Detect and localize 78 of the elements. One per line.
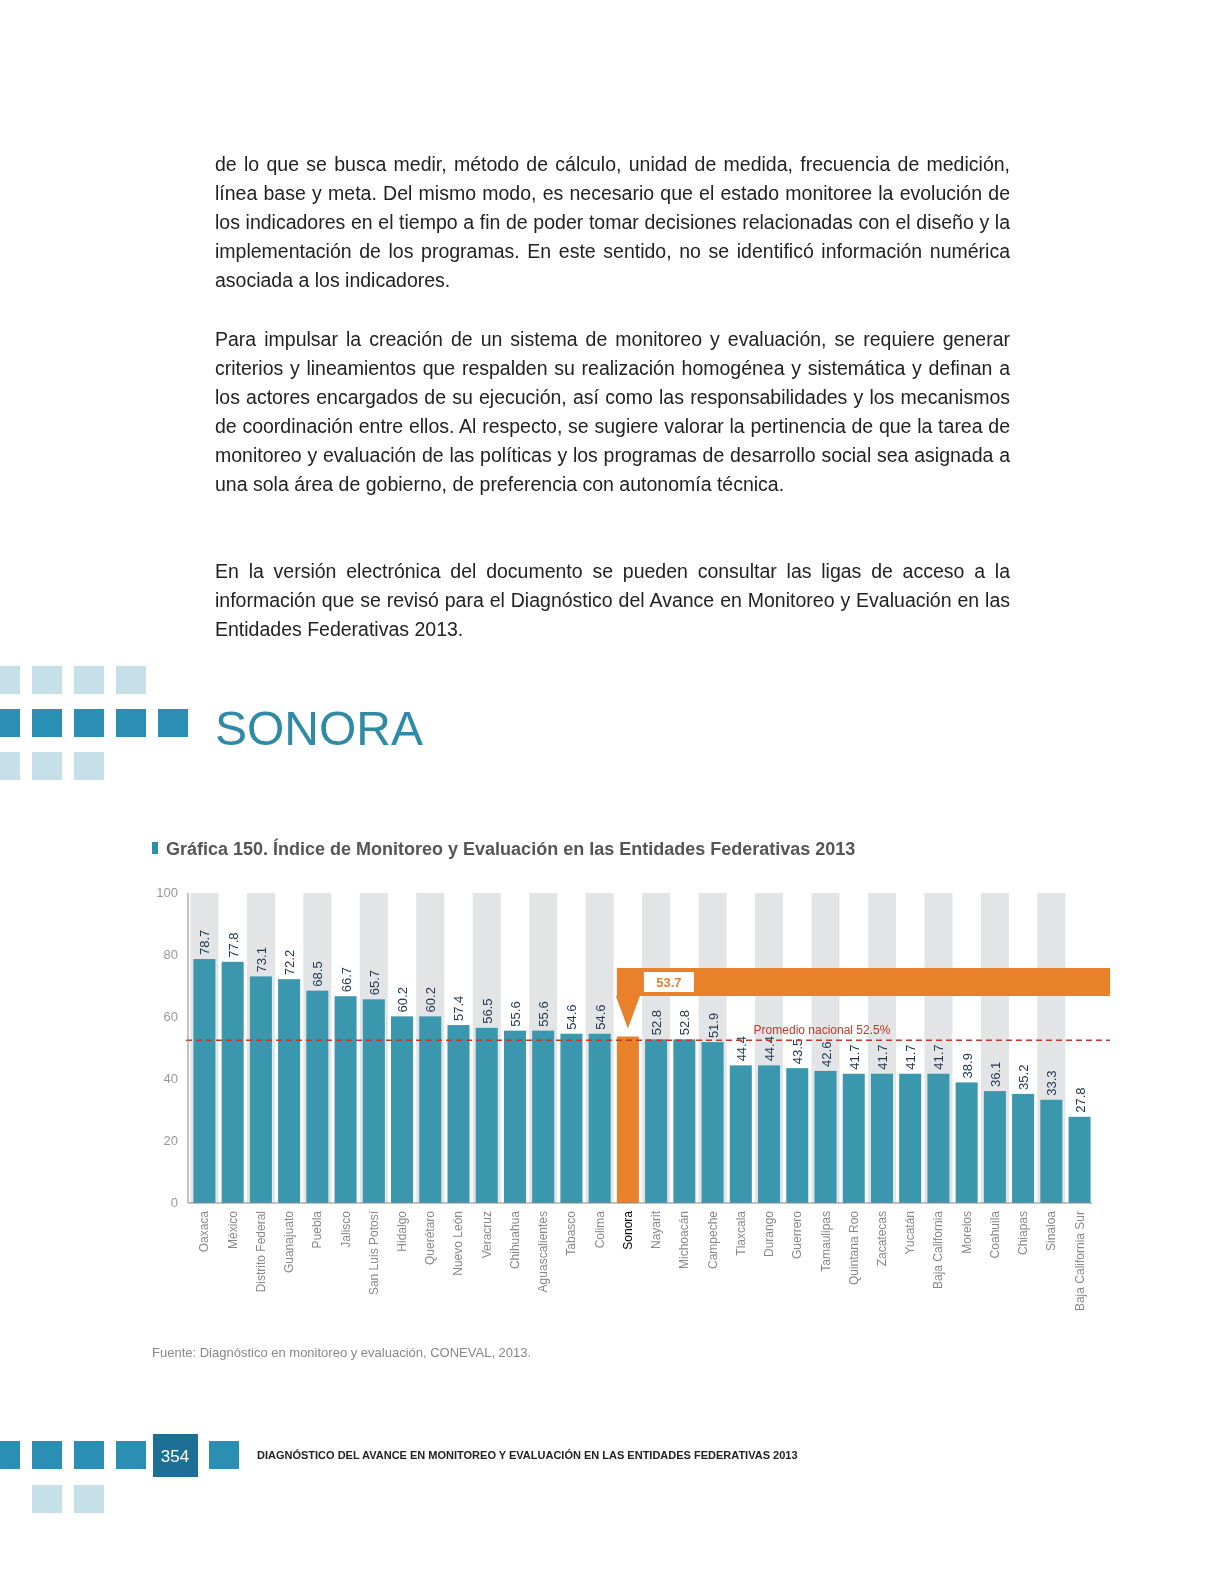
x-tick-label: Puebla <box>310 1210 325 1249</box>
x-tick-label: México <box>225 1210 240 1250</box>
data-label: 55.6 <box>507 1001 523 1027</box>
y-tick-label: 100 <box>156 885 178 900</box>
x-tick-label: Colima <box>592 1210 607 1249</box>
data-label: 33.3 <box>1044 1070 1060 1096</box>
data-label: 41.7 <box>846 1044 862 1070</box>
x-tick-label: Coahuila <box>987 1210 1002 1259</box>
data-label: 78.7 <box>197 929 213 956</box>
x-tick-label: Campeche <box>705 1210 720 1270</box>
y-tick-label: 80 <box>163 947 178 962</box>
x-tick-label: Michoacán <box>677 1211 692 1270</box>
x-tick-label: Distrito Federal <box>253 1211 268 1293</box>
x-tick-label: Jalisco <box>338 1210 353 1248</box>
data-label: 54.6 <box>592 1004 608 1030</box>
data-label: 56.5 <box>479 998 495 1024</box>
chart-subtitle: SONORA <box>215 702 424 755</box>
x-tick-label: Guanajuato <box>282 1210 297 1274</box>
data-label: 41.7 <box>903 1044 919 1070</box>
data-label: 66.7 <box>338 966 354 993</box>
x-tick-label: Baja California <box>931 1210 946 1290</box>
x-tick-label: San Luis Potosí <box>366 1210 381 1296</box>
data-label: 60.2 <box>395 987 411 1013</box>
source-note: Fuente: Diagnóstico en monitoreo y evaluación, CONEVAL, 2013. <box>152 1345 532 1360</box>
x-tick-label: Veracruz <box>479 1211 494 1259</box>
data-label: 36.1 <box>987 1061 1003 1088</box>
x-tick-label: Quintana Roo <box>846 1210 861 1286</box>
y-tick-label: 20 <box>163 1133 178 1148</box>
text: Para impulsar la creación de un sistema de monitoreo y evaluación, se requiere generar criterios y lineamientos que respalden su realización homogénea y sistemática y definan a los actores encargados de su ejecución, así como las responsabilidades y los mecanismos de coordinación entre ellos. Al respecto, se sugiere valorar la pertinencia de que la tarea de monitoreo y evaluación de las políticas y los programas de desarrollo social sea asignada a una sola área de gobierno, de preferencia con autonomía técnica. <box>215 327 1010 497</box>
data-label: 41.7 <box>931 1044 947 1070</box>
x-tick-label: Chihuahua <box>507 1210 522 1270</box>
x-tick-label: Sonora <box>620 1210 635 1250</box>
x-tick-label: Tabasco <box>564 1210 579 1256</box>
x-tick-label: Hidalgo <box>395 1210 410 1252</box>
annotation: 53.7 <box>656 975 682 990</box>
data-label: 60.2 <box>423 987 439 1013</box>
x-tick-label: Tlaxcala <box>733 1210 748 1256</box>
data-label: 57.4 <box>451 995 467 1022</box>
data-label: 55.6 <box>536 1001 552 1027</box>
x-tick-label: Zacatecas <box>874 1211 889 1267</box>
x-tick-label: Tamaulipas <box>818 1211 833 1272</box>
text: DIAGNÓSTICO DEL AVANCE EN MONITOREO Y EVALUACIÓN EN LAS ENTIDADES FEDERATIVAS 2013 <box>257 1449 798 1461</box>
data-label: 77.8 <box>225 932 241 958</box>
text: de lo que se busca medir, método de cálculo, unidad de medida, frecuencia de medición, línea base y meta. Del mismo modo, es necesario que el estado monitoree la evolución de los indicadores en el tiempo a fin de poder tomar decisiones relacionadas con el diseño y la implementación de los programas. En este sentido, no se identificó información numérica asociada a los indicadores. <box>215 152 1010 293</box>
x-tick-label: Yucatán <box>903 1211 918 1255</box>
data-label: 65.7 <box>366 970 382 996</box>
x-tick-label: Durango <box>762 1210 777 1258</box>
data-label: 38.9 <box>959 1053 975 1079</box>
x-tick-label: Aguascalientes <box>536 1211 551 1293</box>
x-tick-label: Baja California Sur <box>1072 1211 1087 1312</box>
x-tick-label: Chiapas <box>1016 1211 1031 1256</box>
data-label: 51.9 <box>705 1012 721 1039</box>
data-label: 68.5 <box>310 961 326 987</box>
x-tick-label: Nayarit <box>649 1210 664 1250</box>
data-label: 52.8 <box>677 1010 693 1036</box>
data-label: 41.7 <box>874 1044 890 1070</box>
bar <box>1068 1116 1091 1203</box>
data-label: 72.2 <box>282 949 298 976</box>
x-tick-label: Querétaro <box>423 1210 438 1266</box>
x-tick-label: Sinaloa <box>1044 1210 1059 1252</box>
y-tick-label: 60 <box>163 1009 178 1024</box>
data-label: 35.2 <box>1016 1064 1032 1090</box>
y-tick-label: 40 <box>163 1071 178 1086</box>
x-tick-label: Nuevo León <box>451 1211 466 1276</box>
x-tick-label: Oaxaca <box>197 1210 212 1253</box>
data-label: 54.6 <box>564 1004 580 1030</box>
data-label: 42.6 <box>818 1041 834 1067</box>
data-label: 73.1 <box>253 947 269 973</box>
x-tick-label: Guerrero <box>790 1210 805 1260</box>
y-tick-label: 0 <box>170 1195 178 1210</box>
chart-title: Gráfica 150. Índice de Monitoreo y Evaluación en las Entidades Federativas 2013 <box>166 838 856 859</box>
data-label: 44.4 <box>733 1036 749 1062</box>
x-tick-label: Morelos <box>959 1211 974 1254</box>
text: En la versión electrónica del documento se pueden consultar las ligas de acceso a la información que se revisó para el Diagnóstico del Avance en Monitoreo y Evaluación en las Entidades Federativas 2013. <box>215 559 1010 642</box>
data-label: 27.8 <box>1072 1087 1088 1113</box>
text: 354 <box>160 1447 190 1466</box>
data-label: 44.4 <box>762 1036 778 1062</box>
data-label: 52.8 <box>649 1010 665 1036</box>
